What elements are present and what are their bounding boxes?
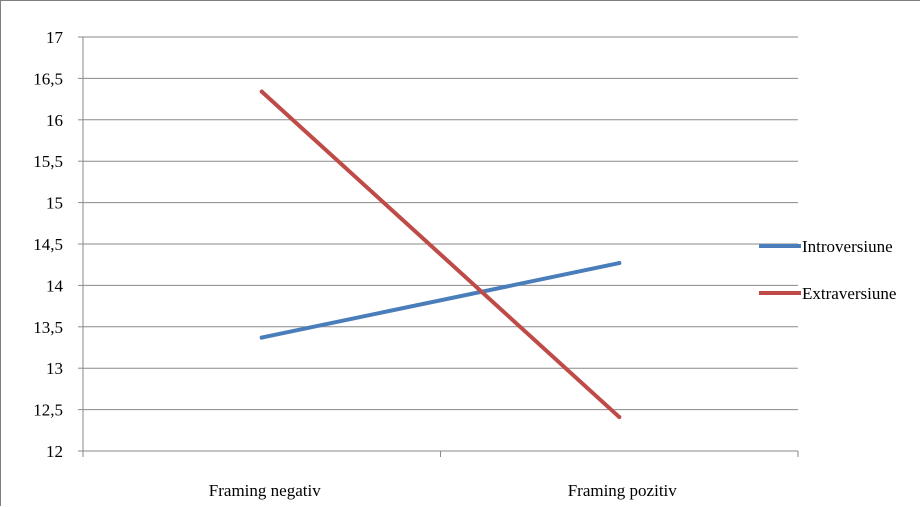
x-category-labels: Framing negativ Framing pozitiv	[209, 481, 677, 500]
y-tick-label: 12,5	[33, 401, 63, 420]
x-category-label: Framing pozitiv	[568, 481, 678, 500]
legend: Introversiune Extraversiune	[759, 237, 896, 303]
y-tick-label: 16	[46, 111, 63, 130]
y-tick-label: 15	[46, 194, 63, 213]
data-point	[259, 335, 264, 340]
series-line-introversiune	[259, 261, 622, 340]
gridlines	[83, 36, 798, 452]
y-tick-label: 13,5	[33, 318, 63, 337]
data-point	[259, 89, 264, 94]
y-tick-label: 13	[46, 359, 63, 378]
x-category-label: Framing negativ	[209, 481, 321, 500]
y-tick-label: 16,5	[33, 69, 63, 88]
legend-label: Introversiune	[802, 237, 893, 256]
data-point	[617, 415, 622, 420]
y-tick-label: 14,5	[33, 235, 63, 254]
axes	[78, 36, 799, 457]
y-tick-label: 17	[46, 28, 64, 47]
legend-label: Extraversiune	[802, 284, 896, 303]
series-lines	[259, 89, 622, 420]
y-tick-label: 15,5	[33, 152, 63, 171]
y-tick-label: 12	[46, 442, 63, 461]
y-tick-labels: 12 12,5 13 13,5 14 14,5 15 15,5 16 16,5 17	[33, 28, 63, 461]
series-line-extraversiune	[259, 89, 622, 420]
y-tick-label: 14	[46, 276, 64, 295]
data-point	[617, 261, 622, 266]
